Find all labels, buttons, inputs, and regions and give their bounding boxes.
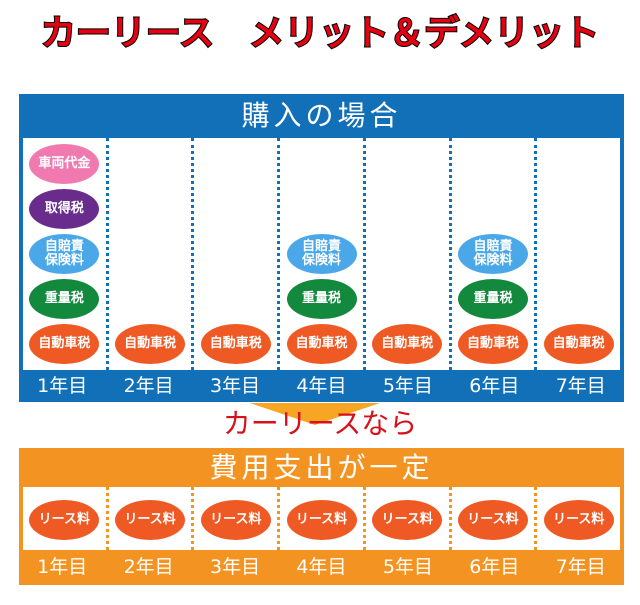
lease-fee-ellipse: リース料 — [200, 500, 271, 540]
year-column: リース料 — [23, 487, 109, 550]
year-column: 自賠責 保険料 重量税自動車税 — [452, 138, 538, 370]
year-label: 6年目 — [469, 556, 520, 578]
transition-label: カーリースなら — [222, 407, 418, 440]
year-label: 1年目 — [37, 375, 88, 397]
cost-ellipse: 自動車税 — [115, 324, 186, 364]
year-label: 2年目 — [123, 375, 174, 397]
lease-year-row: 1年目 2年目 3年目 4年目 5年目 6年目 7年目 — [19, 550, 624, 585]
cost-ellipse: 自動車税 — [457, 324, 528, 364]
cost-stack: 車両代金取得税自賠責 保険料 重量税自動車税 — [23, 144, 106, 364]
lease-fee-ellipse: リース料 — [29, 500, 100, 540]
year-label: 1年目 — [37, 556, 88, 578]
cost-ellipse: 重量税 — [457, 279, 528, 319]
cost-stack: リース料 — [366, 500, 449, 540]
year-label: 5年目 — [382, 375, 433, 397]
purchase-columns: 車両代金 取得税 自賠責 保険料 重量税 自動車税 自動車税 自動車税 自賠責 保険料 重量税自… — [23, 138, 620, 370]
year-column: リース料 — [109, 487, 195, 550]
year-label: 2年目 — [123, 556, 174, 578]
lease-columns: リース料 リース料 リース料 リース料 リース料 リース料 リース料 — [23, 487, 620, 550]
year-column: リース料 — [537, 487, 620, 550]
cost-ellipse: 自動車税 — [29, 324, 100, 364]
lease-fee-ellipse: リース料 — [543, 500, 614, 540]
cost-stack: 自動車税 — [366, 324, 449, 364]
cost-ellipse: 重量税 — [29, 279, 100, 319]
year-label: 4年目 — [296, 556, 347, 578]
year-label: 4年目 — [296, 375, 347, 397]
lease-header: 費用支出が一定 — [209, 451, 434, 484]
year-label: 7年目 — [555, 375, 606, 397]
lease-fee-ellipse: リース料 — [115, 500, 186, 540]
purchase-panel: 購入の場合 車両代金 取得税 自賠責 保険料 重量税 自動車税 自動車税 自動車税 自賠責 保… — [19, 94, 624, 402]
cost-ellipse: 自賠責 保険料 — [29, 234, 100, 274]
lease-panel: 費用支出が一定 リース料 リース料 リース料 リース料 リース料 リース料 リース料 1年目… — [19, 448, 624, 585]
cost-stack: リース料 — [109, 500, 192, 540]
lease-fee-ellipse: リース料 — [286, 500, 357, 540]
purchase-header: 購入の場合 — [241, 99, 402, 132]
cost-stack: リース料 — [280, 500, 363, 540]
lease-fee-ellipse: リース料 — [372, 500, 443, 540]
lease-fee-ellipse: リース料 — [457, 500, 528, 540]
year-label: 7年目 — [555, 556, 606, 578]
year-column: 自動車税 — [194, 138, 281, 370]
cost-stack: 自動車税 — [194, 324, 277, 364]
page-title: カーリース メリット＆デメリット — [40, 13, 600, 55]
cost-ellipse: 自動車税 — [286, 324, 357, 364]
cost-stack: リース料 — [194, 500, 277, 540]
year-column: 自動車税 — [537, 138, 620, 370]
year-label: 6年目 — [469, 375, 520, 397]
year-label: 3年目 — [210, 375, 261, 397]
down-arrow-icon — [250, 403, 380, 425]
cost-ellipse: 自動車税 — [372, 324, 443, 364]
year-label: 3年目 — [210, 556, 261, 578]
cost-ellipse: 自賠責 保険料 — [457, 234, 528, 274]
cost-ellipse: 自賠責 保険料 — [286, 234, 357, 274]
year-column: リース料 — [194, 487, 281, 550]
cost-ellipse: 重量税 — [286, 279, 357, 319]
cost-stack: 自賠責 保険料 重量税自動車税 — [280, 234, 363, 364]
cost-stack: 自賠責 保険料 重量税自動車税 — [452, 234, 535, 364]
cost-ellipse: 自動車税 — [200, 324, 271, 364]
cost-ellipse: 取得税 — [29, 189, 100, 229]
year-column: 自動車税 — [109, 138, 195, 370]
year-column: リース料 — [452, 487, 538, 550]
cost-stack: 自動車税 — [109, 324, 192, 364]
cost-ellipse: 車両代金 — [29, 144, 100, 184]
cost-stack: 自動車税 — [537, 324, 620, 364]
cost-ellipse: 自動車税 — [543, 324, 614, 364]
cost-stack: リース料 — [23, 500, 106, 540]
year-column: 自動車税 — [366, 138, 452, 370]
year-column: 車両代金取得税自賠責 保険料 重量税自動車税 — [23, 138, 109, 370]
year-column: 自賠責 保険料 重量税自動車税 — [280, 138, 366, 370]
year-column: リース料 — [280, 487, 366, 550]
year-column: リース料 — [366, 487, 452, 550]
cost-stack: リース料 — [537, 500, 620, 540]
purchase-year-row: 1年目 2年目 3年目 4年目 5年目 6年目 7年目 — [19, 370, 624, 402]
cost-stack: リース料 — [452, 500, 535, 540]
year-label: 5年目 — [382, 556, 433, 578]
